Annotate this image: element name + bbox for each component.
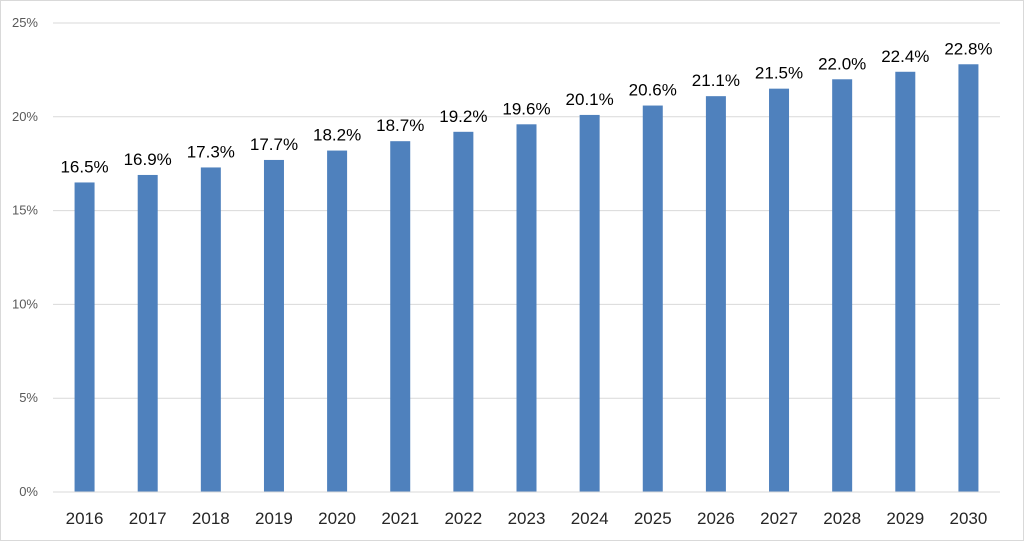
y-axis-ticks: 0% 5% 10% 15% 20% 25% (12, 15, 38, 499)
data-label: 16.5% (60, 157, 108, 176)
data-label: 19.6% (502, 99, 550, 118)
bar (895, 71, 916, 492)
bar (327, 150, 348, 492)
x-tick-label: 2026 (697, 509, 735, 528)
y-tick-label: 20% (12, 109, 38, 124)
data-label: 17.7% (250, 135, 298, 154)
data-label: 20.1% (566, 90, 614, 109)
y-tick-label: 5% (19, 390, 38, 405)
bar (453, 131, 474, 493)
data-label: 18.7% (376, 116, 424, 135)
data-label: 22.0% (818, 54, 866, 73)
x-tick-label: 2022 (444, 509, 482, 528)
x-tick-label: 2020 (318, 509, 356, 528)
data-label: 20.6% (629, 81, 677, 100)
x-tick-label: 2018 (192, 509, 230, 528)
x-tick-label: 2030 (950, 509, 988, 528)
bar (958, 64, 979, 492)
bar (769, 88, 790, 492)
x-tick-label: 2024 (571, 509, 609, 528)
bar (137, 174, 158, 492)
data-label: 19.2% (439, 107, 487, 126)
y-tick-label: 10% (12, 296, 38, 311)
bar (516, 124, 537, 492)
data-label: 17.3% (187, 142, 235, 161)
x-tick-label: 2029 (886, 509, 924, 528)
bars (74, 64, 979, 493)
bar (832, 79, 853, 492)
bar (579, 114, 600, 492)
y-tick-label: 0% (19, 484, 38, 499)
data-label: 21.5% (755, 64, 803, 83)
bar (642, 105, 663, 492)
bar (200, 167, 221, 492)
data-labels: 16.5% 16.9% 17.3% 17.7% 18.2% 18.7% 19.2% 19.6%… (60, 39, 992, 176)
bar (705, 96, 726, 492)
y-tick-label: 15% (12, 203, 38, 218)
x-tick-label: 2021 (381, 509, 419, 528)
x-tick-label: 2016 (66, 509, 104, 528)
x-tick-label: 2025 (634, 509, 672, 528)
bar (74, 182, 95, 492)
x-tick-label: 2017 (129, 509, 167, 528)
x-tick-label: 2023 (508, 509, 546, 528)
data-label: 21.1% (692, 71, 740, 90)
data-label: 22.4% (881, 47, 929, 66)
bar (263, 159, 284, 492)
bar (390, 141, 411, 493)
data-label: 22.8% (944, 39, 992, 58)
y-tick-label: 25% (12, 15, 38, 30)
x-tick-label: 2019 (255, 509, 293, 528)
data-label: 16.9% (124, 150, 172, 169)
x-tick-label: 2027 (760, 509, 798, 528)
x-axis-ticks: 2016 2017 2018 2019 2020 2021 2022 2023 2024 2025… (66, 509, 988, 528)
data-label: 18.2% (313, 126, 361, 145)
x-tick-label: 2028 (823, 509, 861, 528)
